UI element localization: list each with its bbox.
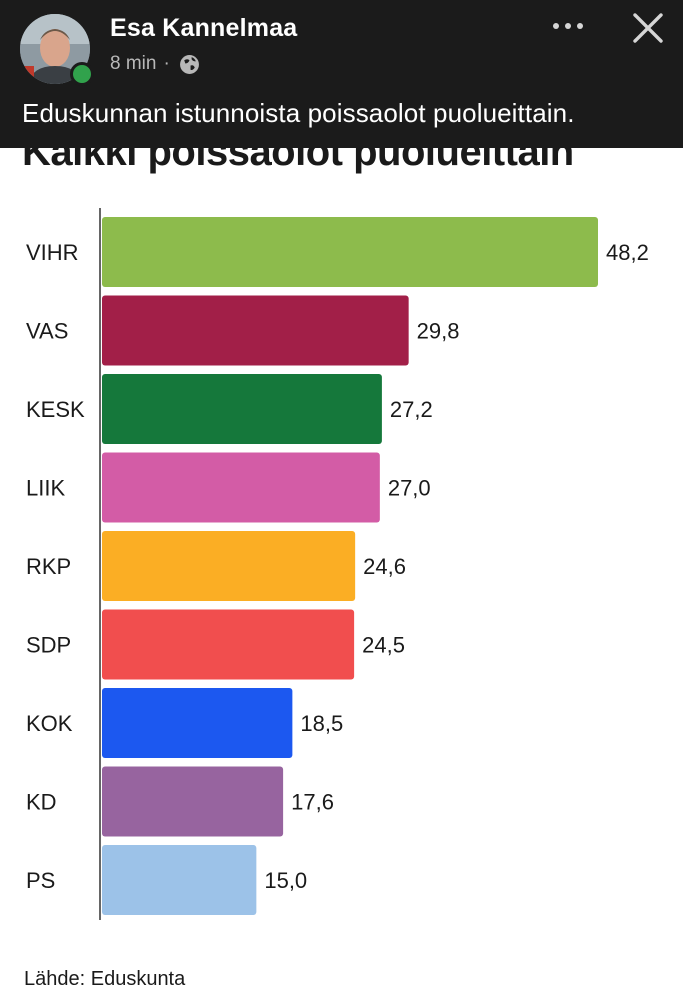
bar-kd	[102, 766, 284, 837]
value-label-rkp: 24,6	[363, 554, 406, 579]
value-label-kesk: 27,2	[390, 397, 433, 422]
chart-source: Lähde: Eduskunta	[24, 968, 186, 990]
category-label-vihr: VIHR	[26, 240, 79, 265]
value-label-ps: 15,0	[264, 868, 307, 893]
bar-kok	[102, 688, 293, 758]
post-time[interactable]: 8 min	[110, 53, 157, 74]
category-label-sdp: SDP	[26, 633, 71, 658]
bar-sdp	[102, 609, 355, 680]
category-label-kesk: KESK	[26, 397, 85, 422]
bar-chart: VIHR 48,2 VAS 29,8 KESK 27,2 LIIK 27,0 RKP 24,6 SD…	[26, 208, 649, 920]
category-label-kok: KOK	[26, 711, 73, 736]
meta-separator: ·	[163, 53, 170, 74]
value-label-kd: 17,6	[291, 790, 334, 815]
avatar[interactable]	[20, 14, 90, 84]
value-label-liik: 27,0	[388, 476, 431, 501]
globe-icon	[179, 54, 199, 74]
category-label-ps: PS	[26, 868, 55, 893]
category-label-vas: VAS	[26, 319, 68, 344]
bar-kesk	[102, 374, 382, 444]
post-meta: 8 min ·	[110, 53, 200, 75]
category-label-rkp: RKP	[26, 554, 71, 579]
bar-vihr	[102, 217, 598, 287]
post-header: Esa Kannelmaa 8 min · Eduskunnan istunno…	[0, 0, 683, 148]
value-label-vihr: 48,2	[606, 240, 649, 265]
close-icon[interactable]	[630, 10, 666, 46]
category-label-kd: KD	[26, 790, 57, 815]
bar-ps	[102, 845, 257, 915]
category-label-liik: LIIK	[26, 476, 65, 501]
bar-liik	[102, 452, 380, 523]
value-label-kok: 18,5	[300, 711, 343, 736]
value-label-vas: 29,8	[417, 319, 460, 344]
bar-vas	[102, 295, 409, 366]
author-name[interactable]: Esa Kannelmaa	[110, 14, 298, 42]
online-status-dot	[70, 62, 94, 86]
bar-rkp	[102, 531, 356, 601]
more-options-icon[interactable]	[548, 16, 588, 36]
post-caption: Eduskunnan istunnoista poissaolot puolue…	[22, 98, 575, 128]
avatar-image	[20, 14, 90, 84]
value-label-sdp: 24,5	[362, 633, 405, 658]
